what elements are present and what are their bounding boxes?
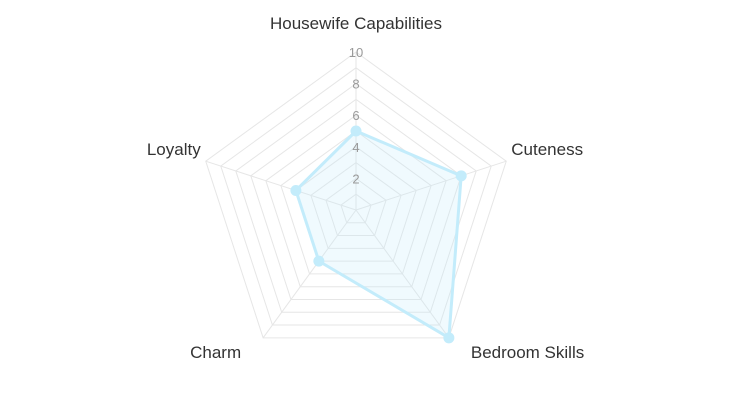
data-point[interactable] bbox=[455, 170, 467, 182]
grid-spoke bbox=[355, 160, 507, 211]
data-point[interactable] bbox=[443, 332, 455, 344]
radar-grid bbox=[205, 51, 507, 339]
tick-label: 4 bbox=[352, 140, 359, 155]
grid-ring bbox=[220, 67, 492, 326]
grid-ring bbox=[280, 130, 432, 275]
axis-label: Cuteness bbox=[511, 140, 583, 159]
tick-label: 6 bbox=[352, 108, 359, 123]
axis-label: Charm bbox=[190, 343, 241, 362]
grid-ring bbox=[250, 98, 462, 300]
series-area bbox=[294, 129, 463, 340]
axis-label: Bedroom Skills bbox=[471, 343, 584, 362]
radar-ticks: 2 4 6 8 10 bbox=[349, 45, 363, 186]
grid-spoke bbox=[262, 209, 357, 339]
grid-ring bbox=[310, 161, 402, 249]
grid-ring bbox=[235, 82, 477, 313]
grid-ring bbox=[325, 177, 387, 237]
tick-label: 2 bbox=[352, 171, 359, 186]
data-point[interactable] bbox=[350, 125, 362, 137]
radar-axis-labels: Housewife Capabilities Cuteness Bedroom Sk… bbox=[147, 14, 584, 362]
data-point[interactable] bbox=[290, 184, 302, 196]
grid-spoke bbox=[205, 160, 357, 211]
grid-ring bbox=[205, 51, 507, 339]
axis-label: Housewife Capabilities bbox=[270, 14, 442, 33]
data-point[interactable] bbox=[313, 255, 325, 267]
grid-spoke bbox=[355, 209, 450, 339]
radar-series bbox=[290, 125, 467, 344]
axis-label: Loyalty bbox=[147, 140, 201, 159]
grid-ring bbox=[295, 146, 417, 262]
grid-ring bbox=[265, 114, 447, 288]
tick-label: 10 bbox=[349, 45, 363, 60]
tick-label: 8 bbox=[352, 77, 359, 92]
grid-ring bbox=[340, 193, 372, 224]
